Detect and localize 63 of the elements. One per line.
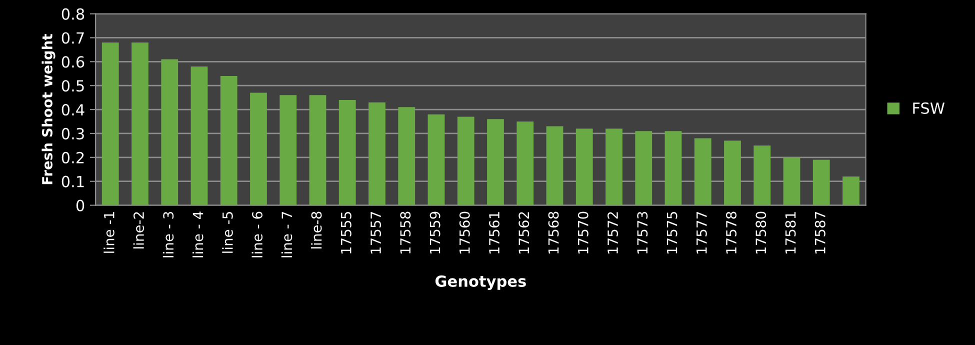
bar: [606, 128, 622, 206]
bar: [754, 145, 771, 206]
bar: [635, 131, 652, 206]
x-tick-label: 17562: [518, 212, 530, 254]
x-tick-label: 17577: [696, 212, 707, 254]
y-tick-label: 0.8: [62, 8, 84, 20]
x-tick-label: line - 6: [252, 212, 263, 258]
bar: [250, 92, 267, 206]
y-tick-label: 0: [76, 200, 84, 212]
bar: [457, 116, 474, 206]
y-tick-label: 0.7: [62, 32, 84, 44]
bar: [398, 107, 416, 206]
y-tick-label: 0.5: [62, 80, 84, 92]
x-tick-label: line - 4: [192, 212, 204, 258]
bar: [694, 138, 712, 206]
bar: [546, 126, 564, 206]
bar: [428, 114, 445, 206]
x-tick-label: line -5: [222, 212, 233, 253]
x-tick-label: 17581: [785, 212, 796, 254]
bar: [842, 176, 860, 206]
x-tick-label: 17559: [430, 212, 440, 254]
x-tick-label: 17560: [459, 212, 470, 254]
y-tick-label: 0.1: [62, 176, 84, 188]
y-axis-title: Fresh Shoot weight: [42, 34, 56, 184]
x-tick-label: 17561: [489, 212, 500, 254]
x-tick-label: 17575: [666, 212, 678, 254]
y-tick-label: 0.6: [62, 56, 84, 68]
bar: [576, 128, 593, 206]
bar: [280, 95, 297, 206]
bar: [102, 42, 119, 206]
x-tick-label: line -1: [104, 212, 114, 253]
bar: [338, 100, 356, 206]
bar: [664, 131, 682, 206]
bar: [783, 157, 800, 206]
x-tick-label: 17570: [578, 212, 588, 254]
x-tick-label: 17587: [814, 212, 826, 254]
bar: [220, 76, 238, 206]
bar: [161, 59, 178, 206]
bar: [487, 119, 504, 206]
bar: [368, 102, 386, 206]
legend-label: FSW: [913, 102, 945, 114]
x-tick-label: 17578: [726, 212, 737, 254]
x-tick-label: 17555: [341, 212, 352, 254]
x-tick-label: 17580: [756, 212, 766, 254]
bar: [190, 66, 208, 206]
x-tick-label: line-2: [133, 212, 144, 248]
bar: [132, 42, 148, 206]
bar: [516, 122, 534, 206]
bar: [724, 140, 741, 206]
y-tick-label: 0.4: [62, 104, 84, 116]
x-axis-title: Genotypes: [435, 275, 526, 290]
x-tick-label: 17572: [608, 212, 618, 254]
bar: [309, 95, 326, 206]
x-tick-label: line - 7: [281, 212, 292, 258]
x-tick-label: 17573: [637, 212, 648, 254]
x-tick-label: 17568: [548, 212, 559, 254]
y-tick-label: 0.3: [62, 128, 84, 140]
x-tick-label: 17557: [370, 212, 382, 254]
x-tick-label: line - 3: [162, 212, 174, 258]
bar: [812, 160, 830, 206]
x-tick-label: 17558: [400, 212, 411, 254]
x-tick-label: line-8: [311, 212, 322, 248]
y-tick-label: 0.2: [62, 152, 84, 164]
